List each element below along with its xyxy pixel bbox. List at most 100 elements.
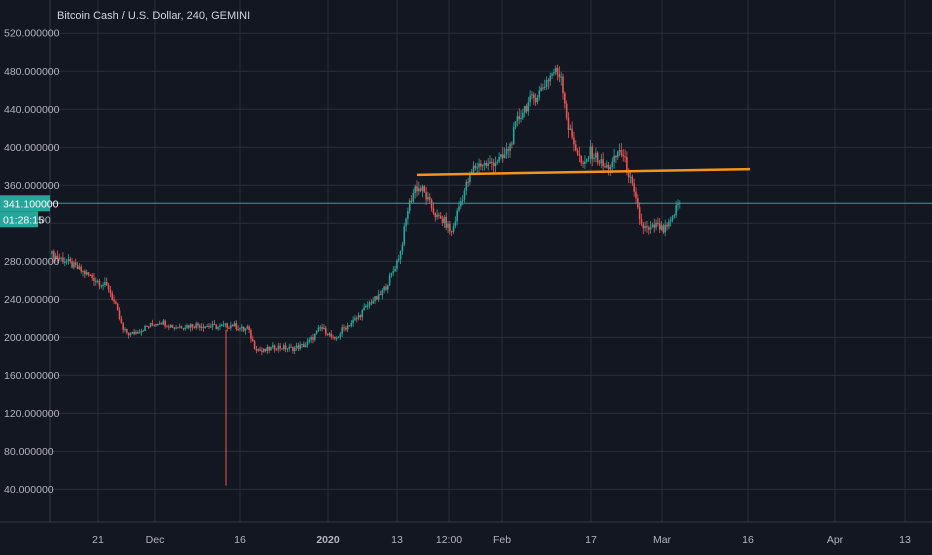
candle-body (443, 216, 446, 223)
candle-body (655, 222, 657, 228)
candle-body (673, 215, 676, 217)
candle-body (314, 333, 316, 340)
candle-body (551, 73, 553, 76)
candle-body (618, 150, 621, 152)
candle-body (385, 286, 387, 290)
candle-body (447, 223, 449, 228)
candle-body (547, 80, 550, 82)
candle-body (664, 224, 666, 233)
x-tick-label: Dec (146, 534, 165, 546)
candle-body (293, 347, 296, 352)
candle-body (489, 161, 491, 164)
candle-body (235, 323, 238, 330)
candle-body (467, 181, 469, 183)
candle-body (184, 327, 187, 329)
candle-body (615, 155, 617, 158)
x-tick-label: Apr (827, 534, 844, 546)
candle-body (620, 150, 623, 155)
candle-body (104, 282, 106, 285)
candle-body (626, 157, 628, 171)
candle-body (647, 227, 650, 230)
x-tick-label: 2020 (316, 534, 340, 546)
candle-body (246, 326, 249, 329)
candle-body (297, 345, 300, 349)
candle-body (122, 323, 124, 331)
countdown-badge (0, 211, 38, 228)
candle-body (596, 152, 599, 163)
candle-body (231, 325, 234, 327)
candle-body (266, 346, 269, 351)
candle-body (142, 330, 145, 332)
candle-body (514, 121, 517, 128)
candle-body (175, 327, 177, 329)
candle-body (635, 191, 637, 199)
candle-body (78, 266, 81, 270)
candle-body (638, 207, 641, 220)
candle-body (303, 344, 305, 348)
candles-layer (51, 64, 681, 486)
candle-body (392, 271, 395, 273)
candle-body (456, 210, 458, 222)
candle-body (56, 255, 59, 259)
candle-body (653, 224, 656, 228)
candle-body (202, 326, 205, 329)
candle-body (556, 67, 559, 75)
candle-body (363, 307, 365, 311)
candle-body (675, 205, 677, 216)
candle-body (62, 257, 64, 263)
candle-body (633, 183, 635, 192)
candle-body (133, 331, 135, 335)
candle-body (509, 143, 511, 151)
candle-body (542, 87, 544, 89)
candle-body (403, 226, 406, 245)
candle-body (498, 156, 500, 162)
candle-body (445, 216, 447, 228)
y-tick-label: 520.000000 (4, 28, 60, 40)
candle-body (299, 344, 301, 349)
candle-body (452, 226, 455, 232)
candle-body (607, 164, 610, 170)
candle-body (376, 296, 378, 300)
y-tick-label: 160.000000 (4, 370, 60, 382)
candle-body (211, 323, 214, 327)
candle-body (217, 326, 219, 329)
candle-body (640, 219, 643, 225)
candle-body (350, 322, 353, 327)
candle-body (105, 282, 108, 286)
candle-body (529, 95, 531, 103)
candle-body (224, 323, 227, 325)
candle-body (450, 231, 453, 233)
candle-body (177, 327, 179, 329)
candle-body (481, 164, 484, 167)
candle-body (71, 261, 73, 268)
candle-body (522, 112, 524, 118)
candle-body (169, 324, 172, 328)
candle-body (374, 296, 376, 302)
candle-body (427, 196, 429, 200)
candle-body (576, 150, 579, 154)
candle-body (564, 93, 566, 104)
x-tick-label: Mar (653, 534, 672, 546)
candle-body (220, 324, 223, 326)
candle-body (410, 200, 413, 202)
candle-body (248, 326, 250, 330)
candle-body (199, 325, 201, 328)
candle-body (469, 173, 471, 183)
candle-body (423, 186, 426, 193)
candle-body (483, 162, 486, 165)
candle-body (629, 176, 632, 178)
candle-body (334, 336, 336, 339)
candle-body (503, 154, 506, 159)
candle-body (571, 128, 573, 138)
candle-body (197, 323, 199, 326)
trendline[interactable] (416, 167, 751, 177)
candle-body (80, 266, 82, 272)
candle-body (180, 326, 183, 329)
candle-body (319, 327, 322, 329)
candle-body (138, 332, 141, 334)
candle-body (306, 341, 309, 346)
candle-body (602, 159, 604, 167)
y-tick-label: 200.000000 (4, 332, 60, 344)
candle-body (491, 161, 493, 164)
candle-body (598, 162, 601, 164)
